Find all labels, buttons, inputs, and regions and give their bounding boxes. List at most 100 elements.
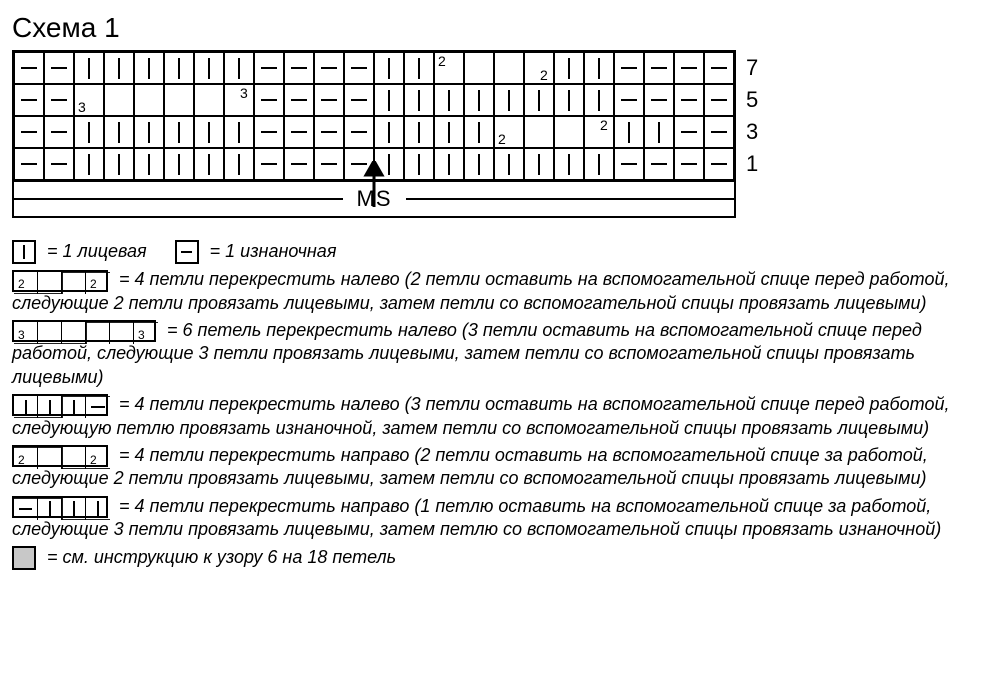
chart-cell: [254, 84, 284, 116]
chart-cell: [284, 116, 314, 148]
cable-number: 2: [540, 68, 548, 82]
chart-cell: [494, 84, 524, 116]
chart-cell: [554, 148, 584, 180]
legend-c4l-text: = 4 петли перекрестить налево (2 петли о…: [12, 269, 950, 312]
legend-c4r: 22 = 4 петли перекрестить направо (2 пет…: [12, 444, 988, 491]
chart-cell: [74, 52, 104, 84]
c6l-symbol-icon: 33: [12, 320, 156, 342]
chart-cell: [134, 52, 164, 84]
c4l-symbol-icon: 22: [12, 270, 108, 292]
chart-cell: [404, 52, 434, 84]
chart-wrapper: MS 223322 7531: [12, 50, 988, 218]
chart-cell: [674, 84, 704, 116]
chart-cell: [194, 52, 224, 84]
chart-cell: [524, 52, 554, 84]
cable-number: 2: [438, 54, 446, 68]
legend-shade: = см. инструкцию к узору 6 на 18 петель: [12, 546, 988, 570]
chart-cell: [344, 116, 374, 148]
chart-cell: [614, 148, 644, 180]
arrow-icon: [363, 161, 385, 212]
chart-cell: [644, 84, 674, 116]
chart-cell: [434, 84, 464, 116]
chart-cell: [254, 148, 284, 180]
chart-cell: [164, 84, 194, 116]
chart-cell: [224, 84, 254, 116]
chart-cell: [134, 148, 164, 180]
chart-cell: [224, 148, 254, 180]
legend-knit-purl: = 1 лицевая = 1 изнаночная: [12, 240, 336, 264]
shade-symbol-icon: [12, 546, 36, 570]
legend-shade-text: = см. инструкцию к узору 6 на 18 петель: [47, 547, 396, 567]
chart-cell: [674, 148, 704, 180]
chart-cell: [554, 116, 584, 148]
chart-cell: [104, 116, 134, 148]
chart-cell: [14, 84, 44, 116]
chart-cell: [584, 52, 614, 84]
legend-c4r-text: = 4 петли перекрестить направо (2 петли …: [12, 445, 928, 488]
cable-number: 2: [498, 132, 506, 146]
legend-knit-text: = 1 лицевая: [47, 241, 147, 261]
chart-cell: [284, 84, 314, 116]
legend-c4l: 22 = 4 петли перекрестить налево (2 петл…: [12, 268, 988, 315]
chart-cell: [374, 116, 404, 148]
chart-cell: [134, 84, 164, 116]
legend-c4lp: = 4 петли перекрестить налево (3 петли о…: [12, 393, 988, 440]
purl-symbol-icon: [175, 240, 199, 264]
chart-cell: [14, 148, 44, 180]
chart-cell: [374, 52, 404, 84]
row-number: 5: [746, 84, 758, 116]
chart-cell: [494, 148, 524, 180]
chart-cell: [524, 116, 554, 148]
legend-c4lp-text: = 4 петли перекрестить налево (3 петли о…: [12, 394, 950, 437]
chart-cell: [314, 52, 344, 84]
chart-cell: [554, 52, 584, 84]
chart-cell: [104, 148, 134, 180]
knit-symbol-icon: [12, 240, 36, 264]
chart-cell: [224, 52, 254, 84]
chart-cell: [494, 52, 524, 84]
chart-cell: [464, 52, 494, 84]
c4rp-symbol-icon: [12, 496, 108, 518]
chart-cell: [224, 116, 254, 148]
chart-cell: [314, 84, 344, 116]
chart-cell: [314, 116, 344, 148]
legend-purl-text: = 1 изнаночная: [210, 241, 337, 261]
chart-cell: [74, 116, 104, 148]
chart-cell: [44, 52, 74, 84]
legend-c4rp: = 4 петли перекрестить направо (1 петлю …: [12, 495, 988, 542]
chart-cell: [464, 148, 494, 180]
row-labels: 7531: [746, 50, 758, 180]
chart-cell: [14, 52, 44, 84]
chart-cell: [584, 84, 614, 116]
cable-number: 3: [78, 100, 86, 114]
row-number: 1: [746, 148, 758, 180]
cable-number: 2: [600, 118, 608, 132]
chart-cell: [644, 52, 674, 84]
chart-outer: MS 223322: [12, 50, 736, 218]
chart-cell: [44, 148, 74, 180]
chart-cell: [644, 116, 674, 148]
chart-cell: [134, 116, 164, 148]
chart-cell: [464, 116, 494, 148]
chart-cell: [194, 116, 224, 148]
chart-cell: [434, 116, 464, 148]
chart-cell: [404, 148, 434, 180]
chart-cell: [44, 84, 74, 116]
chart-cell: [14, 116, 44, 148]
legend-c4rp-text: = 4 петли перекрестить направо (1 петлю …: [12, 496, 941, 539]
chart-cell: [614, 52, 644, 84]
chart-cell: [704, 84, 734, 116]
chart-cell: [674, 116, 704, 148]
c4r-symbol-icon: 22: [12, 445, 108, 467]
chart-cell: [704, 52, 734, 84]
chart-cell: [524, 84, 554, 116]
chart-cell: [614, 84, 644, 116]
chart-cell: [254, 52, 284, 84]
chart-cell: [404, 116, 434, 148]
chart-cell: [404, 84, 434, 116]
chart-cell: [194, 148, 224, 180]
chart-cell: [434, 148, 464, 180]
c4lp-symbol-icon: [12, 394, 108, 416]
chart-cell: [644, 148, 674, 180]
chart-cell: [194, 84, 224, 116]
